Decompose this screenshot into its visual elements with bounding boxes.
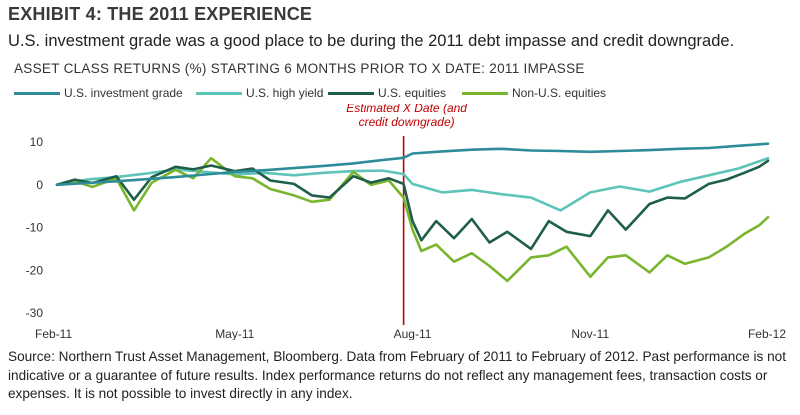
legend-swatch: [196, 91, 242, 95]
series-line-u-s-equities: [55, 159, 770, 251]
legend-item-us-investment-grade: U.S. investment grade: [14, 86, 183, 100]
x-tick-label: Feb-12: [748, 327, 786, 340]
source-note: Source: Northern Trust Asset Management,…: [8, 349, 786, 401]
series-line-u-s-investment-grade: [55, 142, 770, 187]
series-line-non-u-s-equities: [55, 156, 770, 283]
exhibit-title: EXHIBIT 4: THE 2011 EXPERIENCE: [8, 4, 313, 24]
legend-label: U.S. high yield: [246, 86, 324, 100]
y-tick-label: -30: [26, 306, 44, 320]
y-tick-label: -10: [26, 221, 44, 235]
y-tick-label: 0: [36, 178, 43, 192]
legend-item-non-us-equities: Non-U.S. equities: [462, 86, 606, 100]
legend-swatch: [328, 91, 374, 95]
line-chart: 10 0 -10 -20 -30 Feb-11 May-11 Aug-11 Nov-11 Feb-…: [26, 104, 787, 340]
legend-label: U.S. investment grade: [64, 86, 183, 100]
legend-swatch: [462, 91, 508, 95]
legend-item-us-equities: U.S. equities: [328, 86, 446, 100]
x-tick-label: Nov-11: [571, 327, 609, 340]
legend-label: Non-U.S. equities: [512, 86, 607, 100]
x-tick-label: May-11: [215, 327, 254, 340]
chart-title: ASSET CLASS RETURNS (%) STARTING 6 MONTH…: [14, 61, 585, 76]
series-line-u-s-high-yield: [55, 156, 770, 212]
y-tick-label: -20: [26, 263, 44, 277]
x-date-annotation-label: credit downgrade): [359, 115, 455, 129]
chart-subtitle: U.S. investment grade was a good place t…: [8, 32, 735, 50]
legend-swatch: [14, 91, 60, 95]
x-date-annotation-label: Estimated X Date (and: [346, 104, 467, 115]
x-tick-label: Aug-11: [394, 327, 432, 340]
y-tick-label: 10: [30, 135, 44, 149]
x-tick-label: Feb-11: [35, 327, 72, 340]
legend-label: U.S. equities: [378, 86, 447, 100]
legend-item-us-high-yield: U.S. high yield: [196, 86, 323, 100]
